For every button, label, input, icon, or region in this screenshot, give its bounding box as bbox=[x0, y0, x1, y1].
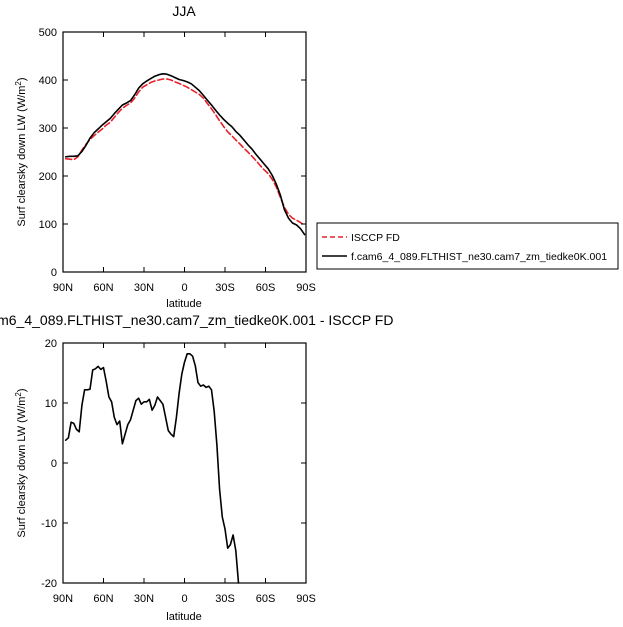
top-y-ticks: 0 100 200 300 400 500 bbox=[39, 27, 306, 279]
bottom-x-tick-label: 60S bbox=[256, 593, 276, 605]
top-x-tick-label: 90N bbox=[53, 282, 73, 294]
top-y-label-main: Surf clearsky down LW (W/m bbox=[16, 86, 28, 227]
top-series-line-0 bbox=[64, 78, 306, 227]
top-y-tick-label: 300 bbox=[39, 123, 57, 135]
bottom-x-tick-label: 0 bbox=[181, 593, 187, 605]
bottom-x-tick-label: 90S bbox=[296, 593, 316, 605]
bottom-x-tick-label: 90N bbox=[53, 593, 73, 605]
bottom-y-label-sup: 2 bbox=[14, 392, 23, 397]
bottom-y-label-main: Surf clearsky down LW (W/m bbox=[16, 397, 28, 538]
top-plot-area bbox=[64, 73, 306, 236]
legend: ISCCP FD f.cam6_4_089.FLTHIST_ne30.cam7_… bbox=[316, 222, 619, 270]
bottom-y-tick-label: 10 bbox=[45, 398, 57, 410]
bottom-x-tick-label: 60N bbox=[93, 593, 113, 605]
top-y-label-end: ) bbox=[16, 77, 28, 81]
legend-label-isccp: ISCCP FD bbox=[351, 232, 400, 244]
top-x-tick-label: 90S bbox=[296, 282, 316, 294]
top-plot-frame bbox=[62, 31, 307, 273]
top-panel: JJA 0 100 200 300 400 500 90N 60N 30N 0 30S 60S 90S… bbox=[14, 3, 316, 310]
bottom-y-tick-label: -20 bbox=[41, 578, 57, 590]
bottom-y-axis-label: Surf clearsky down LW (W/m2) bbox=[14, 388, 28, 537]
legend-label-model: f.cam6_4_089.FLTHIST_ne30.cam7_zm_tiedke… bbox=[351, 251, 607, 263]
bottom-title: f.cam6_4_089.FLTHIST_ne30.cam7_zm_tiedke… bbox=[0, 312, 393, 328]
top-series-line-1 bbox=[64, 73, 306, 236]
top-x-tick-label: 30N bbox=[134, 282, 154, 294]
bottom-x-axis-label: latitude bbox=[166, 611, 201, 623]
top-y-tick-label: 0 bbox=[51, 267, 57, 279]
bottom-x-tick-label: 30S bbox=[215, 593, 235, 605]
bottom-plot-frame bbox=[62, 342, 307, 584]
top-y-axis-label: Surf clearsky down LW (W/m2) bbox=[14, 77, 28, 226]
bottom-y-tick-label: -10 bbox=[41, 518, 57, 530]
bottom-plot-area bbox=[64, 353, 240, 584]
top-x-tick-label: 30S bbox=[215, 282, 235, 294]
bottom-series-line-0 bbox=[64, 353, 240, 584]
bottom-y-label-end: ) bbox=[16, 388, 28, 392]
top-y-label-sup: 2 bbox=[14, 81, 23, 86]
top-title: JJA bbox=[172, 3, 196, 19]
top-x-tick-label: 60S bbox=[256, 282, 276, 294]
legend-box bbox=[316, 222, 619, 270]
bottom-x-tick-label: 30N bbox=[134, 593, 154, 605]
bottom-y-tick-label: 0 bbox=[51, 458, 57, 470]
bottom-x-ticks: 90N 60N 30N 0 30S 60S 90S bbox=[53, 343, 316, 605]
top-y-tick-label: 100 bbox=[39, 219, 57, 231]
top-x-axis-label: latitude bbox=[166, 298, 201, 310]
top-x-tick-label: 60N bbox=[93, 282, 113, 294]
bottom-panel: f.cam6_4_089.FLTHIST_ne30.cam7_zm_tiedke… bbox=[0, 312, 393, 623]
top-x-ticks: 90N 60N 30N 0 30S 60S 90S bbox=[53, 32, 316, 294]
top-x-tick-label: 0 bbox=[181, 282, 187, 294]
bottom-y-tick-label: 20 bbox=[45, 338, 57, 350]
top-y-tick-label: 500 bbox=[39, 27, 57, 39]
top-y-tick-label: 400 bbox=[39, 75, 57, 87]
bottom-y-ticks: -20 -10 0 10 20 bbox=[41, 338, 306, 590]
top-y-tick-label: 200 bbox=[39, 171, 57, 183]
